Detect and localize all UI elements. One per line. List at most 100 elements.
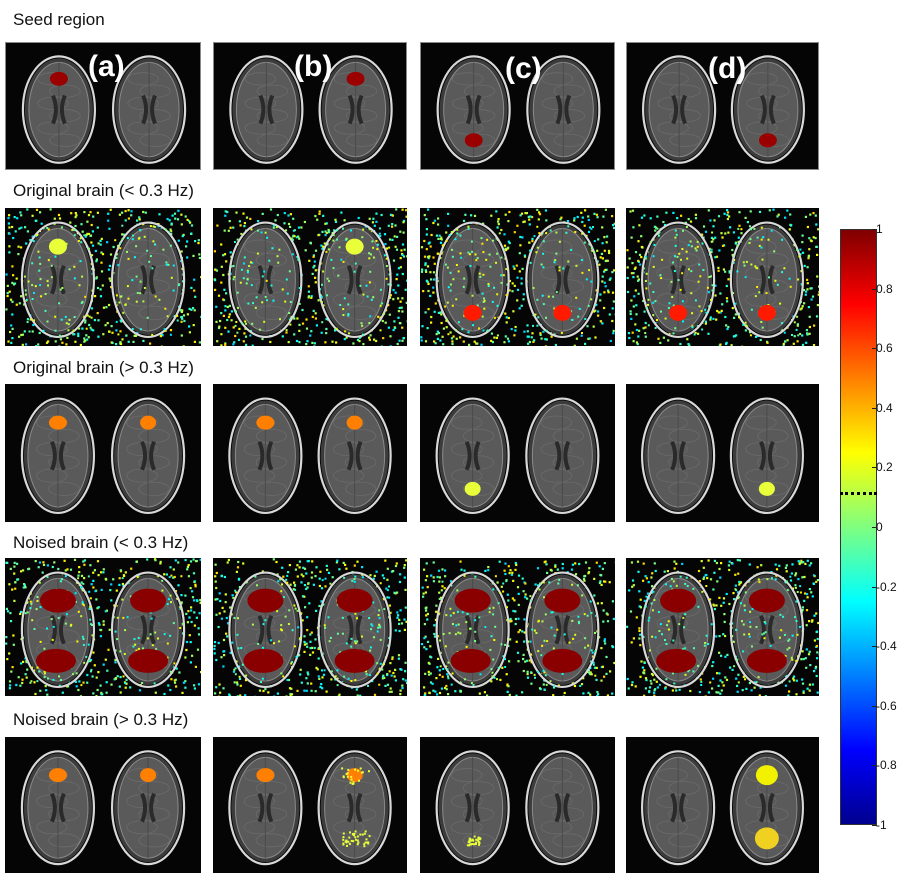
seed-blob-2 (346, 71, 365, 86)
panel-r4-c3 (420, 558, 615, 696)
colorbar-tick (872, 705, 877, 707)
panel-r3-c3-left-brain-slice (435, 397, 510, 515)
panel-r3-c1 (5, 384, 201, 522)
colorbar-tick-label: -0.2 (876, 579, 897, 594)
corr-blob-r3-c2-b (346, 415, 363, 430)
panel-r5-c2-right-brain-slice (317, 750, 392, 866)
colorbar-tick (872, 288, 877, 290)
colorbar-tick-label: 0.8 (876, 281, 893, 296)
corr-blob-r4-c1-front-1 (130, 588, 167, 613)
panel-letter-b: (b) (294, 50, 333, 83)
panel-r2-c1-right-brain-slice (110, 221, 186, 339)
corr-blob-r5-c1-b (140, 768, 157, 783)
corr-blob-r3-c3 (464, 481, 481, 496)
panel-r3-c3 (420, 384, 615, 522)
panel-r4-c2 (213, 558, 407, 696)
panel-r1-c3-right-brain-slice (526, 55, 601, 164)
corr-blob-r4-c2-back-1 (334, 648, 375, 673)
panel-r3-c2 (213, 384, 407, 522)
panel-r5-c4-left-brain-slice (641, 750, 716, 866)
panel-r2-c1 (5, 208, 201, 346)
panel-r3-c4-left-brain-slice (641, 397, 716, 515)
row-title-seed-region: Seed region (13, 10, 105, 29)
corr-blob-r4-c1-back-0 (35, 648, 76, 673)
corr-blob-r2-c4-b (757, 304, 776, 321)
panel-r4-c1 (5, 558, 201, 696)
colorbar-tick-label: -0.6 (876, 698, 897, 713)
panel-r2-c3-left-brain-slice (435, 221, 510, 339)
panel-r5-c2-left-brain-slice (228, 750, 303, 866)
colorbar-tick-label: 1 (876, 222, 883, 236)
corr-blob-r2-c3-a (463, 304, 482, 321)
colorbar-tick (872, 407, 877, 409)
colorbar-tick (872, 229, 877, 230)
panel-letter-d: (d) (708, 52, 747, 85)
panel-r2-c4 (626, 208, 819, 346)
corr-speckle-r5-c3 (466, 835, 482, 847)
corr-blob-r4-c4-front-0 (660, 588, 697, 613)
corr-blob-r4-c3-back-0 (450, 648, 491, 673)
row-title-noised-low: Noised brain (< 0.3 Hz) (13, 533, 189, 552)
corr-blob-r3-c1-a (48, 415, 67, 430)
corr-blob-r5-c2-a (256, 768, 275, 783)
colorbar-tick (872, 527, 877, 528)
panel-r5-c3-left-brain-slice (435, 750, 510, 866)
panel-r3-c1-right-brain-slice (110, 397, 186, 515)
colorbar-tick-label: -0.4 (876, 639, 897, 654)
corr-blob-r4-c2-front-0 (247, 588, 284, 613)
panel-r3-c4-right-brain-slice (729, 397, 804, 515)
panel-r1-c2-left-brain-slice (229, 55, 304, 164)
panel-letter-a: (a) (88, 50, 125, 83)
panel-r5-c3 (420, 737, 615, 873)
corr-blob-r4-c3-front-0 (454, 588, 491, 613)
colorbar-tick-label: 0 (876, 520, 883, 534)
panel-r5-c1-right-brain-slice (110, 750, 186, 866)
panel-r5-c4-right-brain-slice (729, 750, 804, 866)
panel-r1-c4-left-brain-slice (642, 55, 717, 164)
panel-r1-c3 (420, 42, 615, 170)
panel-r5-c1 (5, 737, 201, 873)
corr-blob-r3-c1-b (140, 415, 157, 430)
row-title-noised-high: Noised brain (> 0.3 Hz) (13, 710, 189, 729)
colorbar-tick (872, 586, 877, 588)
panel-r2-c2 (213, 208, 407, 346)
corr-blob-r4-c4-back-1 (746, 648, 787, 673)
colorbar-tick-label: 0.6 (876, 341, 893, 356)
corr-blob-r2-c3-b (553, 304, 572, 321)
panel-r1-c4 (626, 42, 819, 170)
panel-letter-c: (c) (505, 52, 542, 85)
row-title-original-high: Original brain (> 0.3 Hz) (13, 358, 194, 377)
seed-blob-3 (464, 133, 483, 148)
seed-blob-4 (758, 133, 777, 148)
corr-blob-r2-c4-a (669, 304, 688, 321)
corr-blob-r4-c4-front-1 (748, 588, 785, 613)
corr-blob-r4-c2-front-1 (336, 588, 373, 613)
colorbar-tick-label: 0.4 (876, 400, 893, 415)
colorbar-tick (872, 348, 877, 350)
panel-r1-c2 (213, 42, 407, 170)
panel-r2-c2-left-brain-slice (228, 221, 303, 339)
corr-blob-r5-c1-a (48, 768, 67, 783)
panel-r3-c4 (626, 384, 819, 522)
panel-r1-c4-right-brain-slice (730, 55, 805, 164)
corr-blob-r3-c4 (758, 481, 775, 496)
corr-blob-r4-c1-front-0 (39, 588, 76, 613)
colorbar-tick-label: -0.8 (876, 758, 897, 773)
panel-r2-c3-right-brain-slice (525, 221, 600, 339)
panel-r1-c1-left-brain-slice (21, 55, 97, 164)
corr-blob-r4-c2-back-0 (243, 648, 284, 673)
panel-r5-c4 (626, 737, 819, 873)
panel-r5-c2 (213, 737, 407, 873)
panel-r3-c2-right-brain-slice (317, 397, 392, 515)
row-title-original-low: Original brain (< 0.3 Hz) (13, 181, 194, 200)
corr-blob-r3-c2-a (256, 415, 275, 430)
panel-r2-c3 (420, 208, 615, 346)
colorbar-tick (872, 646, 877, 648)
corr-blob-r5-c4-front (755, 765, 778, 786)
colorbar-threshold-line (840, 492, 877, 495)
panel-r5-c1-left-brain-slice (20, 750, 96, 866)
colorbar (840, 229, 877, 825)
colorbar-tick-label: -1 (876, 818, 887, 832)
corr-blob-r4-c1-back-1 (128, 648, 169, 673)
colorbar-tick-label: 0.2 (876, 460, 893, 475)
